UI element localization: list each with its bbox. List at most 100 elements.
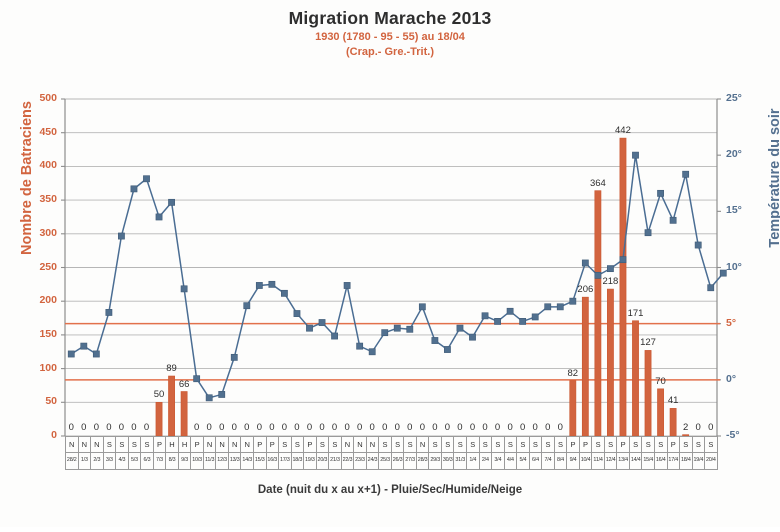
date-cell: 12/4 (605, 457, 616, 463)
date-cell: 28/2 (66, 457, 77, 463)
x-axis-column: P 15/3 (253, 437, 267, 469)
temperature-marker (293, 310, 301, 317)
date-cell: 23/3 (355, 457, 365, 463)
temperature-marker (632, 151, 639, 159)
date-cell: 1/3 (80, 457, 88, 463)
bar-value-label: 0 (331, 422, 338, 433)
bar-value-label: 0 (557, 422, 563, 433)
y-axis-left-tick: 200 (39, 294, 57, 307)
weather-code-cell: N (416, 437, 429, 453)
temperature-marker (67, 350, 75, 358)
x-axis-column: P 9/4 (567, 437, 580, 469)
x-axis-column: S 20/4 (705, 437, 718, 469)
bar-value-label: 0 (545, 422, 551, 433)
x-axis-column: P 10/4 (579, 437, 593, 469)
weather-code-cell: P (191, 437, 203, 453)
weather-code-cell: S (316, 437, 329, 453)
weather-code-cell: S (705, 437, 717, 453)
date-cell: 2/4 (481, 457, 489, 463)
chart-subtitle-species: (Crap.- Gre.-Trit.) (345, 46, 434, 58)
chart-title: Migration Marache 2013 (288, 8, 492, 28)
weather-code-cell: S (492, 437, 504, 453)
bar-value-label: 0 (231, 422, 237, 433)
x-axis-column: S 21/3 (329, 437, 342, 469)
date-cell: 6/4 (531, 457, 539, 463)
x-axis-column: S 15/4 (642, 437, 655, 469)
temperature-marker (481, 312, 489, 320)
y-axis-left-tick: 250 (39, 260, 57, 273)
x-axis-column: S 4/4 (504, 437, 518, 469)
date-cell: 9/4 (569, 457, 577, 463)
temperature-marker (444, 346, 451, 353)
date-cell: 19/3 (305, 457, 315, 463)
date-cell: 18/3 (292, 457, 303, 463)
date-cell: 3/4 (494, 457, 502, 463)
x-axis-column: S 6/3 (141, 437, 154, 469)
x-axis-column: S 4/3 (116, 437, 129, 469)
temperature-marker (607, 265, 614, 273)
temperature-marker (281, 289, 288, 297)
bar-value-label: 0 (106, 422, 112, 433)
y-axis-left-tick: 50 (45, 395, 57, 408)
weather-code-cell: S (279, 437, 291, 453)
y-axis-left-tick: 0 (51, 429, 57, 441)
temperature-marker (243, 302, 251, 310)
y-axis-right-tick: 25° (726, 92, 742, 104)
weather-code-cell: P (579, 437, 592, 453)
x-axis-column: S 29/3 (429, 437, 442, 469)
bar-value-label: 442 (615, 125, 631, 137)
weather-code-cell: S (692, 437, 705, 453)
weather-code-cell: P (304, 437, 316, 453)
bar-value-label: 0 (219, 422, 225, 433)
weather-code-cell: S (517, 437, 529, 453)
weather-code-cell: N (91, 437, 103, 453)
date-cell: 25/3 (380, 457, 390, 463)
weather-code-cell: H (166, 437, 178, 453)
temperature-marker (456, 324, 464, 332)
weather-code-cell: S (103, 437, 116, 453)
x-axis-column: S 18/3 (291, 437, 305, 469)
weather-code-cell: P (617, 437, 629, 453)
bar-value-label: 0 (369, 422, 375, 433)
weather-code-cell: P (153, 437, 166, 453)
bar-value-label: 0 (494, 422, 501, 433)
date-cell: 11/4 (593, 457, 603, 463)
date-cell: 26/3 (392, 457, 403, 463)
x-axis-column: S 12/4 (604, 437, 618, 469)
weather-code-cell: S (329, 437, 341, 453)
temperature-marker (406, 325, 414, 333)
bar (644, 350, 652, 437)
weather-code-cell: S (391, 437, 404, 453)
x-axis-column: S 7/4 (542, 437, 555, 469)
y-axis-right-tick: -5° (726, 429, 740, 441)
temperature-marker (368, 348, 376, 356)
date-cell: 20/3 (317, 457, 328, 463)
weather-code-cell: N (78, 437, 91, 453)
bar-value-label: 2 (682, 421, 689, 433)
temperature-marker (418, 303, 426, 311)
temperature-marker (118, 232, 125, 240)
x-axis-column: S 3/4 (492, 437, 505, 469)
date-cell: 28/3 (417, 457, 428, 463)
weather-code-cell: H (178, 437, 191, 453)
date-cell: 19/4 (693, 457, 704, 463)
bar-value-label: 0 (382, 422, 388, 433)
x-axis-column: S 14/4 (629, 437, 643, 469)
date-cell: 22/3 (342, 457, 353, 463)
weather-code-cell: N (354, 437, 366, 453)
x-axis-column: N 24/3 (366, 437, 380, 469)
weather-code-cell: P (253, 437, 266, 453)
temperature-marker (268, 280, 276, 288)
x-axis-column: P 13/4 (617, 437, 630, 469)
temperature-marker (143, 175, 150, 183)
bar-value-label: 0 (469, 422, 476, 433)
x-axis-column: S 5/3 (128, 437, 142, 469)
temperature-marker (155, 213, 163, 221)
temperature-marker (519, 318, 527, 325)
temperature-marker (594, 271, 602, 279)
bar-value-label: 0 (482, 422, 488, 433)
date-cell: 12/3 (217, 457, 227, 463)
weather-code-cell: S (291, 437, 304, 453)
x-axis-column: N 28/3 (416, 437, 430, 469)
